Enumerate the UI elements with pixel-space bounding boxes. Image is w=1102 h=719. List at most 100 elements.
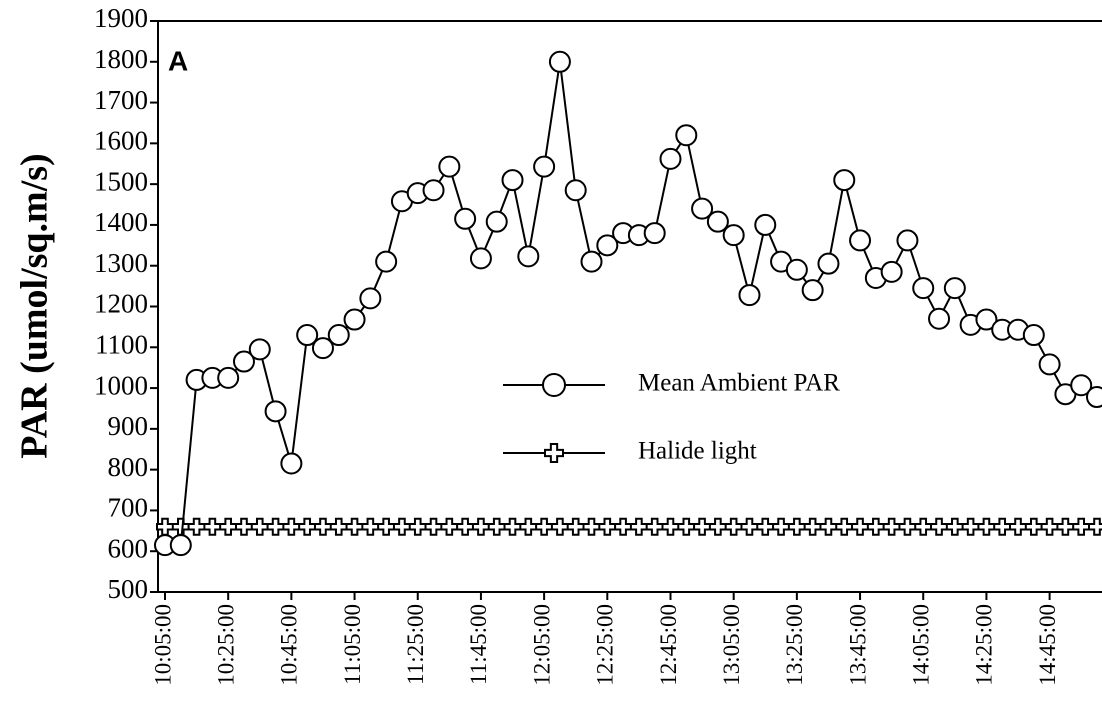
point [817,252,840,275]
point [977,517,996,536]
point [1056,517,1075,536]
point [706,210,729,233]
point [392,517,411,536]
point [738,284,761,307]
point [280,452,303,475]
point [438,155,461,178]
point [454,207,477,230]
point [327,324,350,347]
point [1070,374,1093,397]
legend-marker [542,373,566,397]
point [659,147,682,170]
x-tick-label: 12:45:00 [656,604,681,686]
point [928,307,951,330]
point [298,517,317,536]
point [361,517,380,536]
point [1088,517,1102,536]
point [187,517,206,536]
point [1024,517,1043,536]
point [754,213,777,236]
point [456,517,475,536]
x-tick-label: 10:25:00 [213,604,238,686]
point [880,260,903,283]
point [661,517,680,536]
point [282,517,301,536]
point [740,517,759,536]
point [882,517,901,536]
point [993,517,1012,536]
point [596,234,619,257]
point [785,258,808,281]
y-tick-label: 1900 [94,3,148,33]
series-line [165,61,1098,547]
x-tick-label: 10:45:00 [277,604,302,686]
point [501,169,524,192]
point [1040,517,1059,536]
point [975,308,998,331]
point [580,250,603,273]
y-tick-label: 1000 [94,370,148,400]
point [503,517,522,536]
point [896,229,919,252]
point [898,517,917,536]
point [311,337,334,360]
point [1086,386,1102,409]
point [629,517,648,536]
y-tick-label: 900 [108,411,149,441]
point [566,517,585,536]
point [691,197,714,220]
point [1038,353,1061,376]
point [359,287,382,310]
point [675,124,698,147]
point [708,517,727,536]
point [722,224,745,247]
point [914,517,933,536]
point [343,308,366,331]
point [724,517,743,536]
point [945,517,964,536]
point [930,517,949,536]
x-tick-label: 12:05:00 [529,604,554,686]
point [643,222,666,245]
point [232,350,255,373]
point [645,517,664,536]
point [677,517,696,536]
point [548,50,571,73]
point [803,517,822,536]
point [169,534,192,557]
point [408,517,427,536]
x-tick-label: 11:25:00 [403,604,428,685]
point [550,517,569,536]
point [296,324,319,347]
y-tick-label: 1400 [94,207,148,237]
point [487,517,506,536]
point [866,517,885,536]
point [313,517,332,536]
point [1072,517,1091,536]
y-tick-label: 700 [108,493,149,523]
point [485,210,508,233]
point [217,366,240,389]
x-tick-label: 11:05:00 [340,604,365,685]
legend-marker [544,443,564,463]
y-tick-label: 500 [108,574,149,604]
point [772,517,791,536]
y-tick-label: 600 [108,533,149,563]
point [943,277,966,300]
x-tick-label: 14:25:00 [972,604,997,686]
point [471,517,490,536]
x-tick-label: 12:25:00 [593,604,618,686]
point [912,277,935,300]
panel-label: A [168,45,188,76]
y-tick-label: 1200 [94,289,148,319]
x-tick-label: 14:45:00 [1035,604,1060,686]
point [819,517,838,536]
point [234,517,253,536]
y-tick-label: 1100 [95,329,148,359]
point [266,517,285,536]
x-tick-label: 13:45:00 [845,604,870,686]
x-tick-label: 10:05:00 [150,604,175,686]
point [1009,517,1028,536]
point [582,517,601,536]
